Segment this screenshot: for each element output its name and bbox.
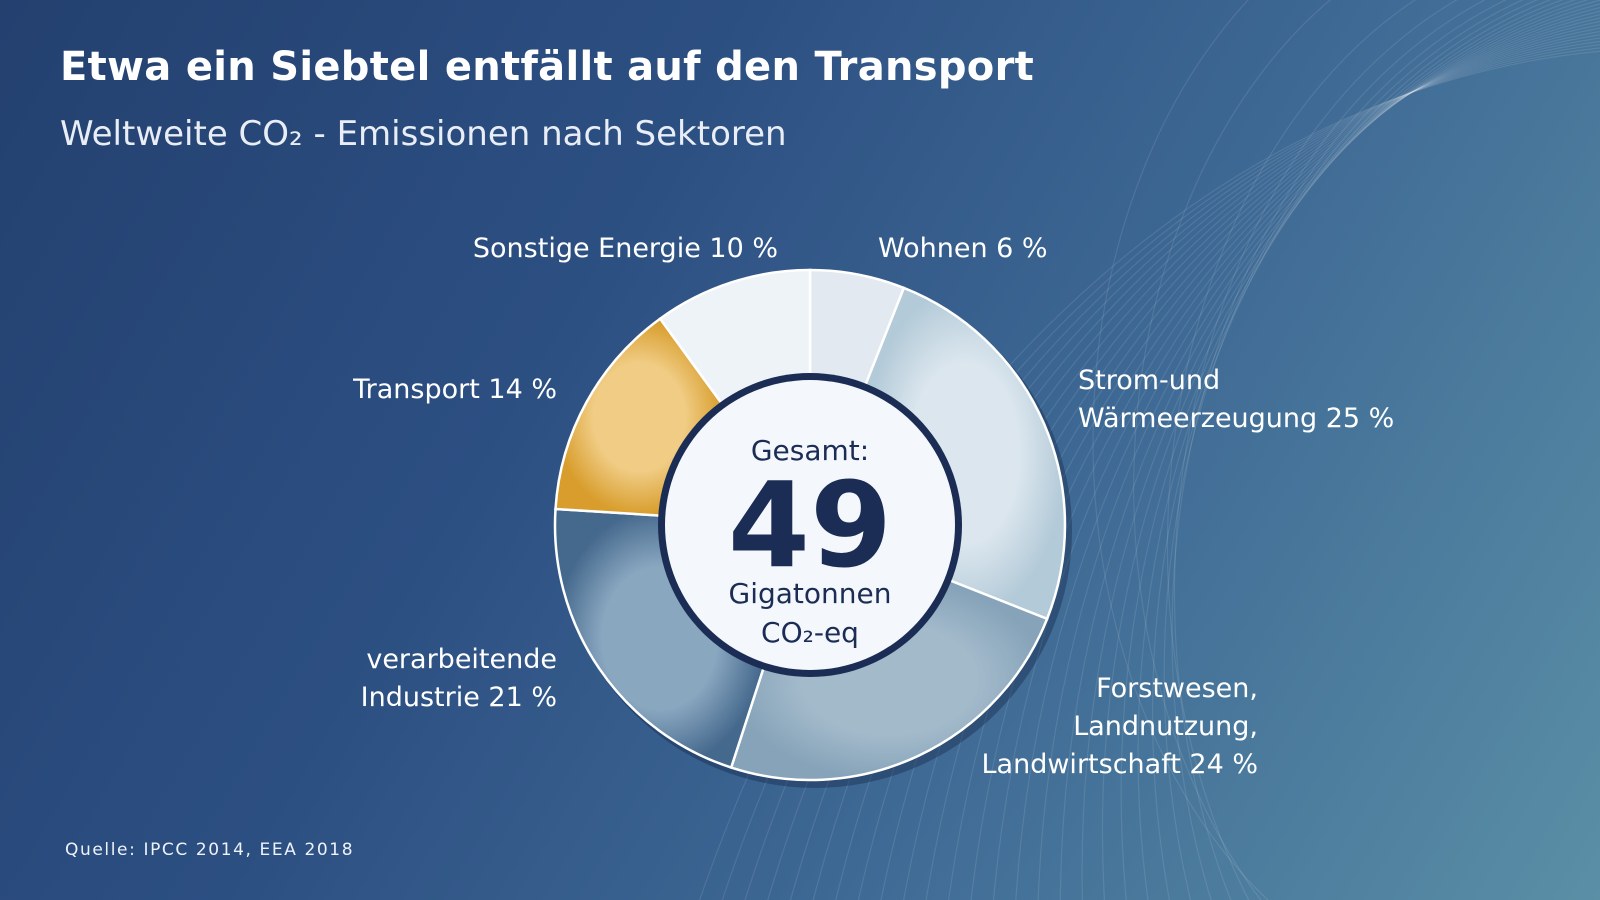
source-note: Quelle: IPCC 2014, EEA 2018	[65, 840, 355, 860]
label-strom-waerme: Strom-und Wärmeerzeugung 25 %	[1078, 365, 1394, 434]
label-line: Wärmeerzeugung 25 %	[1078, 403, 1394, 434]
page-subtitle: Weltweite CO₂ - Emissionen nach Sektoren	[60, 114, 787, 154]
decorative-curve	[1037, 0, 1600, 900]
label-line: Sonstige Energie 10 %	[473, 233, 778, 264]
center-unit-line2: CO₂-eq	[761, 616, 859, 649]
decorative-curve	[948, 14, 1600, 900]
label-industrie: verarbeitende Industrie 21 %	[361, 644, 557, 713]
decorative-curve	[1015, 3, 1600, 900]
slice-labels: Wohnen 6 % Strom-und Wärmeerzeugung 25 % Fo…	[352, 233, 1394, 780]
label-line: Landwirtschaft 24 %	[982, 749, 1258, 780]
decorative-curve	[1092, 0, 1269, 900]
label-line: Landnutzung,	[1073, 711, 1258, 742]
decorative-curve	[1151, 0, 1524, 900]
label-sonstige-energie: Sonstige Energie 10 %	[473, 233, 778, 264]
label-line: Industrie 21 %	[361, 682, 557, 713]
center-unit-line1: Gigatonnen	[729, 577, 892, 610]
center-total-label: Gesamt:	[751, 434, 869, 467]
center-total-value: 49	[728, 456, 892, 594]
decorative-curve	[1171, 0, 1486, 900]
donut-center	[665, 380, 955, 670]
decorative-curve	[1173, 0, 1458, 900]
label-wohnen: Wohnen 6 %	[878, 233, 1048, 264]
decorative-curve	[1166, 0, 1417, 900]
page-title: Etwa ein Siebtel entfällt auf den Transp…	[60, 44, 1035, 90]
decorative-curve	[1120, 0, 1552, 900]
decorative-curve	[1059, 0, 1590, 900]
label-forst-land: Forstwesen, Landnutzung, Landwirtschaft 24…	[982, 673, 1258, 780]
decorative-curve	[1133, 0, 1332, 900]
decorative-curve	[1163, 0, 1507, 900]
decorative-curve	[1101, 0, 1565, 900]
decorative-curve	[992, 7, 1600, 900]
decorative-curve	[1081, 0, 1577, 900]
label-line: Wohnen 6 %	[878, 233, 1048, 264]
label-transport: Transport 14 %	[352, 374, 557, 405]
decorative-curve	[970, 10, 1600, 900]
label-line: verarbeitende	[366, 644, 557, 675]
decorative-curve	[1137, 0, 1539, 900]
label-line: Strom-und	[1078, 365, 1220, 396]
label-line: Transport 14 %	[352, 374, 557, 405]
label-line: Forstwesen,	[1096, 673, 1258, 704]
